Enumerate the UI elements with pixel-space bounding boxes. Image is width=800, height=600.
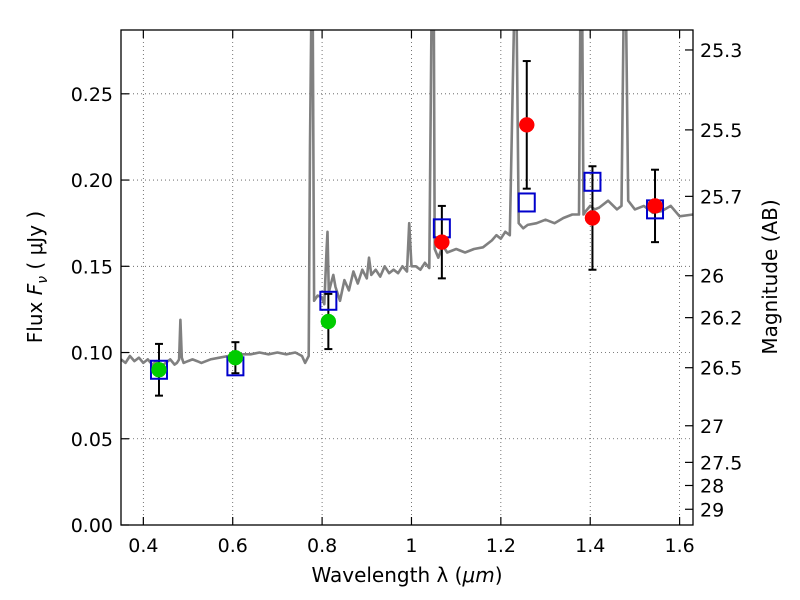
x-tick-label: 1.6 — [664, 535, 694, 557]
x-tick-label: 1.4 — [575, 535, 605, 557]
nir-point — [647, 198, 663, 214]
magnitude-tick-label: 26.5 — [700, 358, 742, 380]
y-tick-label: 0.25 — [71, 84, 113, 106]
magnitude-tick-label: 27.5 — [700, 452, 742, 474]
optical-point — [320, 313, 337, 330]
y-axis-label: Flux Fν ( μJy ) — [23, 211, 51, 343]
x-tick-label: 1 — [405, 535, 417, 557]
spectrum-line — [121, 30, 693, 368]
y-tick-label: 0.00 — [71, 515, 113, 537]
x-axis-label: Wavelength λ (μm) — [311, 563, 502, 587]
y-tick-label: 0.05 — [71, 429, 113, 451]
magnitude-tick-label: 29 — [700, 499, 724, 521]
model-photometry-square — [583, 171, 602, 192]
plot-frame — [120, 29, 694, 526]
magnitude-tick-label: 25.3 — [700, 40, 742, 62]
model-photometry-square — [319, 290, 338, 311]
nir-point — [434, 234, 450, 250]
magnitude-tick-label: 26.2 — [700, 308, 742, 330]
y-tick-label: 0.10 — [71, 343, 113, 365]
optical-point — [151, 362, 167, 378]
y-tick-label: 0.15 — [71, 256, 113, 278]
ticks: 0.4 0.6 0.8 1 1.2 1.4 1.6 0.00 0.05 0.10 0.15 0.20 0… — [71, 30, 742, 557]
optical-point — [227, 349, 244, 366]
data-points — [149, 60, 665, 397]
model-photometry-square — [517, 192, 536, 213]
magnitude-tick-label: 25.7 — [700, 186, 742, 208]
model-spectrum — [121, 30, 693, 368]
x-tick-label: 0.6 — [218, 535, 248, 557]
magnitude-tick-label: 25.5 — [700, 120, 742, 142]
model-photometry-square — [149, 359, 168, 380]
magnitude-tick-label: 28 — [700, 475, 724, 497]
y-tick-label: 0.20 — [71, 170, 113, 192]
x-tick-label: 1.2 — [486, 535, 516, 557]
x-tick-label: 0.8 — [307, 535, 337, 557]
magnitude-tick-label: 26 — [700, 266, 724, 288]
nir-point — [519, 117, 535, 133]
magnitude-tick-label: 27 — [700, 416, 724, 438]
y2-axis-label: Magnitude (AB) — [758, 199, 782, 354]
plot-area — [121, 30, 693, 525]
nir-point — [584, 210, 601, 226]
x-tick-label: 0.4 — [128, 535, 158, 557]
